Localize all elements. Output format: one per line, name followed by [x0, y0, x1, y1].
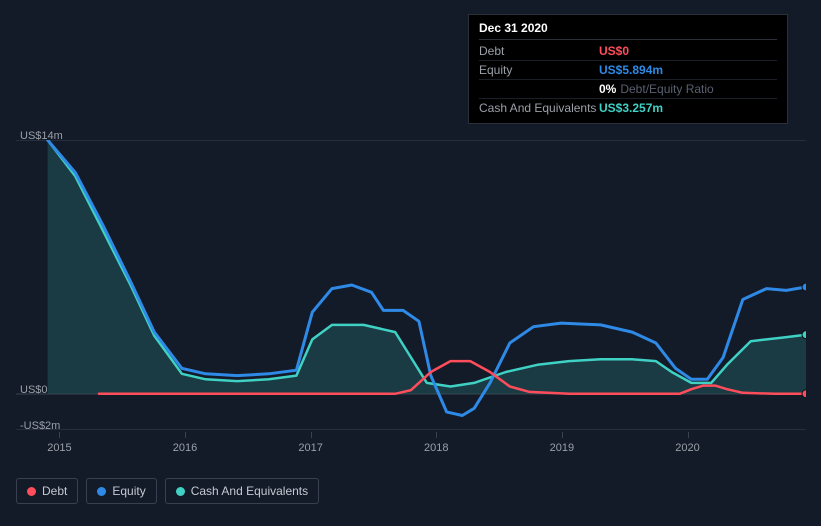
tooltip-row-label: Debt: [479, 44, 599, 58]
tooltip-row-label: Equity: [479, 63, 599, 77]
tooltip-row: EquityUS$5.894m: [479, 61, 777, 80]
legend-label: Equity: [112, 484, 145, 498]
chart-tooltip: Dec 31 2020DebtUS$0EquityUS$5.894m0%Debt…: [468, 14, 788, 124]
x-axis-label: 2018: [424, 442, 448, 454]
x-axis-label: 2016: [173, 442, 197, 454]
x-tick: [59, 432, 60, 438]
tooltip-row-label: [479, 82, 599, 96]
legend-label: Debt: [42, 484, 67, 498]
x-tick: [562, 432, 563, 438]
x-axis-label: 2019: [550, 442, 574, 454]
x-tick: [311, 432, 312, 438]
legend-dot: [176, 487, 185, 496]
x-axis-label: 2015: [47, 442, 71, 454]
chart-plot: [16, 140, 806, 430]
legend-dot: [97, 487, 106, 496]
chart-legend: Debt Equity Cash And Equivalents: [16, 478, 319, 504]
legend-dot: [27, 487, 36, 496]
tooltip-row-value: US$5.894m: [599, 63, 663, 77]
tooltip-row-value: US$3.257m: [599, 101, 663, 115]
legend-item-debt[interactable]: Debt: [16, 478, 78, 504]
x-tick: [688, 432, 689, 438]
legend-item-cash-and-equivalents[interactable]: Cash And Equivalents: [165, 478, 319, 504]
tooltip-row-value: US$0: [599, 44, 629, 58]
x-tick: [436, 432, 437, 438]
tooltip-row: 0%Debt/Equity Ratio: [479, 80, 777, 99]
tooltip-ratio: 0%Debt/Equity Ratio: [599, 82, 714, 96]
x-axis-label: 2020: [675, 442, 699, 454]
x-axis: 2015 2016 2017 2018 2019 2020: [16, 442, 806, 462]
tooltip-row-label: Cash And Equivalents: [479, 101, 599, 115]
x-tick: [185, 432, 186, 438]
legend-item-equity[interactable]: Equity: [86, 478, 156, 504]
x-axis-label: 2017: [298, 442, 322, 454]
legend-label: Cash And Equivalents: [191, 484, 308, 498]
tooltip-row: Cash And EquivalentsUS$3.257m: [479, 99, 777, 117]
tooltip-row: DebtUS$0: [479, 42, 777, 61]
tooltip-date: Dec 31 2020: [479, 21, 777, 40]
